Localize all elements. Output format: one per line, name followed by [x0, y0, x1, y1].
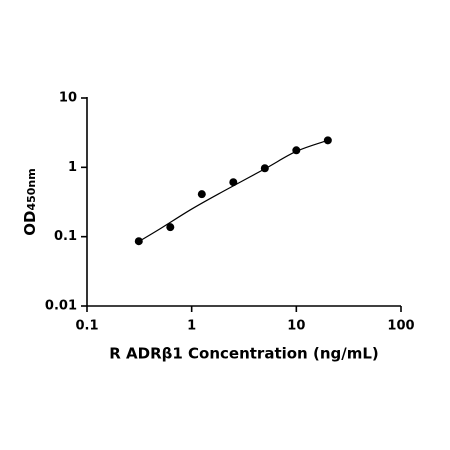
y-tick-label: 10	[59, 91, 77, 106]
y-tick-label: 1	[68, 160, 77, 175]
x-axis-label: R ADRβ1 Concentration (ng/mL)	[109, 345, 379, 363]
x-tick-label: 1	[187, 319, 196, 334]
y-axis-label-main: OD	[21, 211, 39, 236]
fit-curve	[138, 139, 329, 243]
y-axis-label: OD450nm	[21, 168, 39, 235]
x-tick-label: 0.1	[75, 319, 98, 334]
y-tick-label: 0.1	[54, 229, 77, 244]
data-point	[197, 190, 206, 199]
x-tick-label: 100	[387, 319, 414, 334]
x-tick-label: 10	[287, 319, 305, 334]
y-tick-label: 0.01	[45, 299, 77, 314]
data-point	[166, 223, 175, 232]
y-axis-label-sub: 450nm	[25, 168, 38, 210]
